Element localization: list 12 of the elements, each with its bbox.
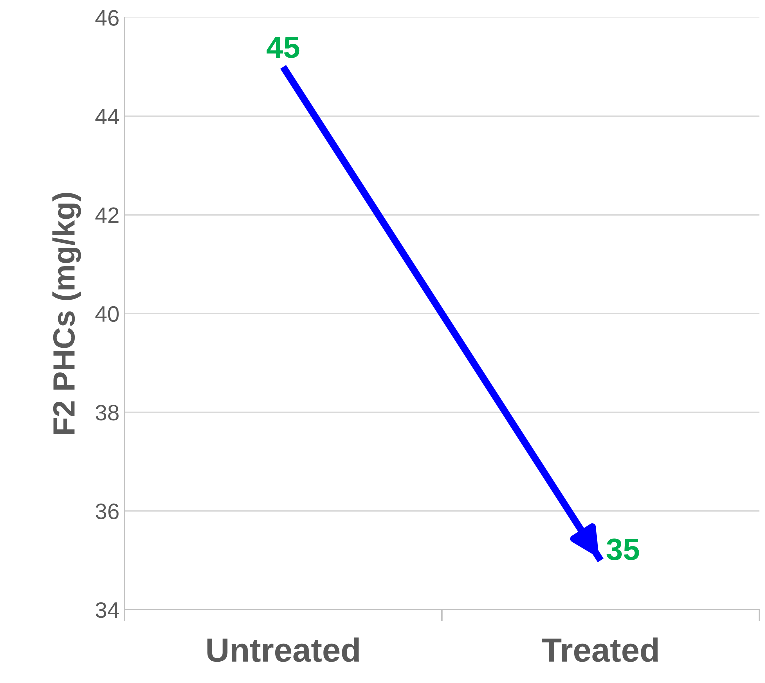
y-tick-label: 46 <box>96 10 119 26</box>
y-tick-label: 36 <box>96 504 119 520</box>
y-tick-label: 38 <box>96 405 119 421</box>
data-label: 45 <box>266 36 300 58</box>
y-tick-label: 40 <box>96 306 119 322</box>
data-label: 35 <box>606 538 640 560</box>
x-tick-label: Treated <box>542 638 658 662</box>
y-axis-title: F2 PHCs (mg/kg) <box>52 193 82 434</box>
y-tick-label: 42 <box>96 208 119 224</box>
y-tick-label: 34 <box>96 602 120 618</box>
y-tick-label: 44 <box>96 109 120 125</box>
x-tick-label: Untreated <box>208 638 360 662</box>
